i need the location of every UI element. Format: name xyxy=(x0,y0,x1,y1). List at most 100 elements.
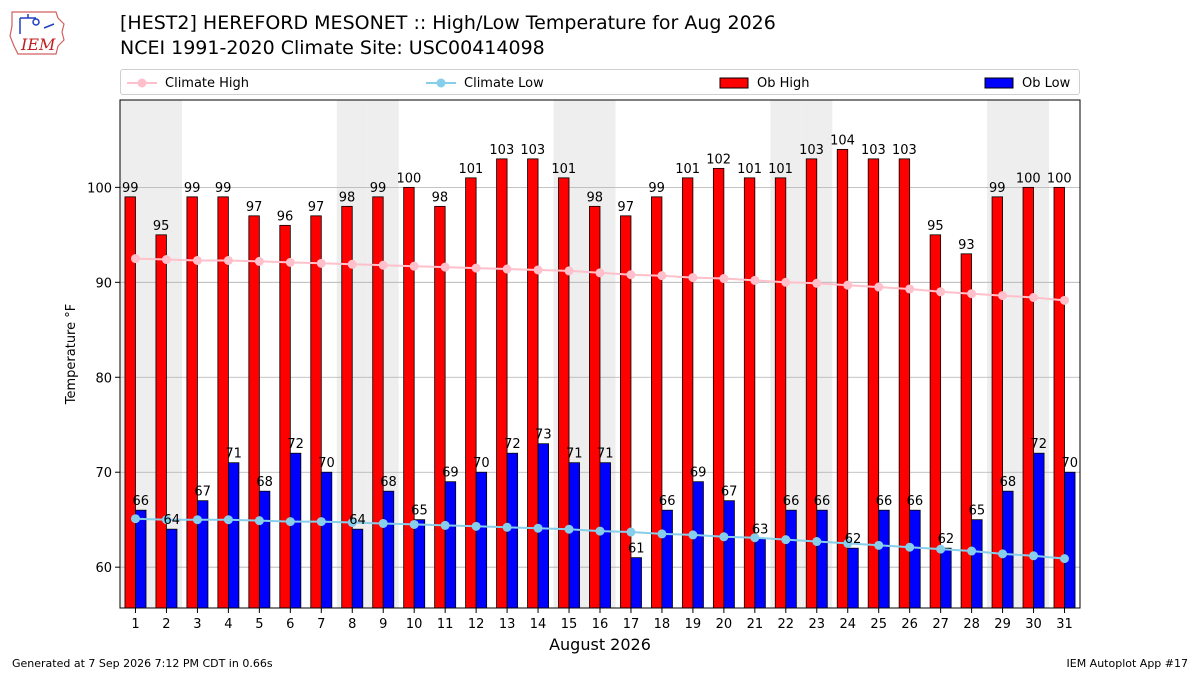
x-axis-label: August 2026 xyxy=(549,635,651,654)
ob-high-label: 100 xyxy=(1047,171,1072,186)
x-tick-label: 8 xyxy=(348,617,356,632)
ob-low-label: 71 xyxy=(566,447,583,462)
ob-low-bar xyxy=(413,519,426,609)
ob-high-bar xyxy=(651,196,663,609)
climate-low-point xyxy=(657,529,667,539)
weekend-shade-23 xyxy=(801,100,833,608)
ob-high-bar xyxy=(465,177,477,609)
ob-high-bar xyxy=(960,253,973,609)
ob-high-label: 99 xyxy=(215,181,232,196)
x-tick-label: 9 xyxy=(379,617,387,632)
ob-high-bar xyxy=(341,205,353,609)
climate-high-point xyxy=(626,270,636,280)
legend-label-ob-low: Ob Low xyxy=(1022,75,1071,91)
ob-low-bar xyxy=(940,547,952,609)
x-tick-label: 26 xyxy=(901,617,918,632)
ob-high-bar xyxy=(155,234,167,609)
x-tick-label: 18 xyxy=(654,617,671,632)
climate-low-swatch xyxy=(426,78,456,88)
ob-high-label: 93 xyxy=(958,238,975,253)
climate-high-point xyxy=(564,266,574,276)
climate-low-point xyxy=(781,535,791,545)
weekend-shade-22 xyxy=(770,100,802,608)
climate-high-point xyxy=(905,284,915,294)
climate-low-point xyxy=(936,544,946,554)
ob-low-bar xyxy=(537,443,549,609)
weekend-shade-29 xyxy=(987,100,1019,608)
ob-low-label: 68 xyxy=(1000,475,1017,490)
ob-low-bar xyxy=(227,462,240,609)
ob-high-label: 96 xyxy=(277,209,294,224)
x-tick-label: 1 xyxy=(131,617,139,632)
climate-low-point xyxy=(719,532,729,542)
weekend-shade-15 xyxy=(553,100,585,608)
ob-low-label: 61 xyxy=(628,542,645,557)
climate-low-point xyxy=(440,520,450,530)
climate-high-point xyxy=(223,255,233,265)
ob-high-bar xyxy=(558,177,570,609)
ob-high-bar xyxy=(496,158,508,609)
x-tick-label: 17 xyxy=(623,617,640,632)
ob-low-bar xyxy=(847,547,859,609)
climate-high-swatch xyxy=(127,78,157,88)
climate-low-point xyxy=(533,523,543,533)
climate-high-point xyxy=(161,255,171,265)
climate-high-point xyxy=(440,262,450,272)
ob-high-label: 103 xyxy=(520,143,545,158)
ob-high-bar xyxy=(620,215,632,609)
iem-logo: IEM xyxy=(9,11,65,55)
x-tick-label: 12 xyxy=(468,617,485,632)
legend-label-ob-high: Ob High xyxy=(757,75,810,91)
x-tick-label: 19 xyxy=(685,617,702,632)
ob-low-label: 68 xyxy=(380,475,397,490)
ob-high-bar xyxy=(186,196,198,609)
ob-low-label: 63 xyxy=(752,523,769,538)
ob-high-bar xyxy=(217,196,229,609)
y-tick-label: 100 xyxy=(87,181,112,196)
climate-low-point xyxy=(378,518,388,528)
climate-high-point xyxy=(657,271,667,281)
climate-high-point xyxy=(812,278,822,288)
y-tick-label: 80 xyxy=(95,371,112,386)
climate-low-point xyxy=(502,522,512,532)
weather-station-icon xyxy=(19,14,55,34)
ob-high-label: 99 xyxy=(122,181,139,196)
ob-low-bar xyxy=(135,509,147,609)
ob-high-bar xyxy=(805,158,818,609)
climate-high-point xyxy=(347,259,357,269)
generated-timestamp: Generated at 7 Sep 2026 7:12 PM CDT in 0… xyxy=(12,657,273,670)
climate-high-point xyxy=(781,277,791,287)
x-tick-label: 21 xyxy=(747,617,764,632)
chart-subtitle: NCEI 1991-2020 Climate Site: USC00414098 xyxy=(120,37,545,59)
ob-low-label: 66 xyxy=(132,494,149,509)
climate-high-point xyxy=(285,257,295,267)
climate-low-point xyxy=(688,530,698,540)
climate-low-point xyxy=(192,515,202,525)
x-tick-label: 27 xyxy=(932,617,949,632)
y-axis-label: Temperature °F xyxy=(64,304,79,405)
climate-high-point xyxy=(750,275,760,285)
ob-high-label: 101 xyxy=(458,162,483,177)
ob-low-bar xyxy=(568,462,580,609)
climate-low-point xyxy=(905,542,915,552)
ob-high-bar xyxy=(1022,186,1034,609)
x-tick-label: 11 xyxy=(437,617,454,632)
ob-high-label: 103 xyxy=(892,143,917,158)
plot-frame xyxy=(119,99,1081,609)
ob-low-label: 66 xyxy=(659,494,676,509)
ob-low-label: 67 xyxy=(721,485,738,500)
ob-low-bar xyxy=(166,528,178,609)
x-tick-label: 25 xyxy=(870,617,887,632)
chart-legend: Climate High Climate Low Ob High Ob Low xyxy=(120,69,1080,95)
climate-low-point xyxy=(595,526,605,536)
ob-low-label: 65 xyxy=(969,504,986,519)
y-tick-label: 90 xyxy=(95,276,112,291)
x-tick-label: 29 xyxy=(994,617,1011,632)
ob-low-bar xyxy=(506,452,519,609)
ob-high-label: 104 xyxy=(830,133,855,148)
ob-high-label: 95 xyxy=(927,219,944,234)
ob-high-label: 102 xyxy=(706,152,731,167)
climate-low-point xyxy=(347,518,357,528)
x-tick-label: 13 xyxy=(499,617,516,632)
legend-item-ob-low: Ob Low xyxy=(984,73,1070,93)
